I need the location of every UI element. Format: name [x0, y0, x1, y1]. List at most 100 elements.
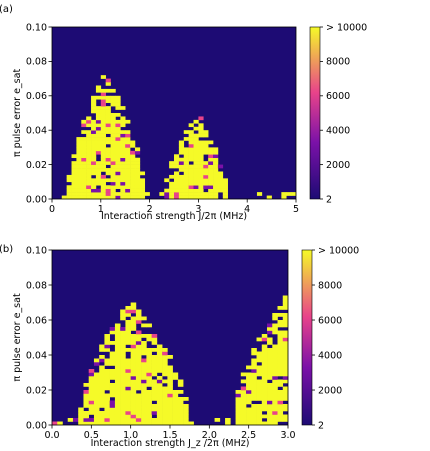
heatmap-cell: [86, 157, 92, 162]
heatmap-cell: [91, 99, 97, 103]
heatmap-cell: [267, 407, 273, 412]
heatmap-cell: [120, 344, 126, 349]
x-axis-label: Interaction strength J_z /2π (MHz): [91, 438, 250, 449]
heatmap-cell: [177, 407, 184, 412]
heatmap-cell: [267, 327, 273, 331]
heatmap-cell: [267, 358, 273, 363]
y-tick-label: 0.00: [26, 194, 47, 205]
heatmap-cell: [76, 157, 82, 162]
heatmap-cell: [261, 372, 268, 377]
y-tick-label: 0.02: [26, 385, 47, 396]
heatmap-cell: [120, 161, 126, 165]
heatmap-cell: [95, 192, 102, 196]
heatmap-cell: [115, 195, 121, 200]
heatmap-cell: [120, 309, 126, 314]
heatmap-cell: [105, 95, 111, 100]
heatmap-cell: [235, 400, 242, 405]
heatmap-cell: [272, 421, 278, 426]
heatmap-cell: [272, 358, 278, 363]
heatmap-cell: [188, 147, 194, 152]
heatmap-cell: [93, 414, 100, 419]
heatmap-cell: [110, 147, 116, 152]
heatmap-cell: [66, 174, 72, 179]
heatmap-cell: [100, 143, 106, 148]
heatmap-cell: [100, 88, 106, 93]
heatmap-cell: [130, 337, 137, 342]
heatmap-cell: [120, 355, 126, 359]
heatmap-cell: [115, 143, 121, 148]
heatmap-cell: [162, 351, 168, 356]
heatmap-cell: [188, 164, 194, 169]
heatmap-cell: [208, 185, 214, 189]
heatmap-cell: [203, 185, 209, 189]
heatmap-cell: [146, 355, 152, 359]
heatmap-cell: [120, 157, 126, 162]
heatmap-cell: [81, 123, 87, 128]
heatmap-cell: [110, 133, 116, 138]
heatmap-cell: [86, 147, 92, 152]
heatmap-cell: [135, 397, 142, 401]
colorbar-tick-label: 2000: [318, 385, 342, 396]
heatmap-cell: [76, 164, 82, 169]
heatmap-cell: [115, 171, 121, 176]
heatmap-cell: [125, 161, 131, 165]
y-axis-label: π pulse error e_sat: [12, 293, 23, 382]
heatmap-cell: [172, 400, 179, 405]
heatmap-cell: [125, 393, 131, 398]
heatmap-cell: [100, 195, 106, 200]
heatmap-cell: [240, 390, 247, 394]
heatmap-cell: [235, 390, 242, 394]
heatmap-cell: [91, 137, 97, 141]
heatmap-cell: [105, 82, 111, 86]
heatmap-cell: [125, 341, 131, 345]
heatmap-cell: [99, 421, 105, 426]
heatmap-cell: [95, 95, 102, 100]
heatmap-cell: [178, 195, 185, 200]
heatmap-cell: [246, 386, 252, 391]
heatmap-cell: [277, 344, 284, 349]
heatmap-cell: [135, 355, 142, 359]
heatmap-cell: [125, 178, 131, 183]
heatmap-cell: [76, 188, 82, 193]
heatmap-cell: [178, 185, 185, 189]
heatmap-cell: [109, 341, 116, 345]
heatmap-cell: [198, 192, 204, 196]
heatmap-cell: [86, 154, 92, 159]
heatmap-cell: [71, 178, 77, 183]
heatmap-cell: [203, 171, 209, 176]
heatmap-cell: [172, 414, 179, 419]
heatmap-cell: [156, 421, 163, 426]
heatmap-cell: [141, 379, 147, 384]
heatmap-cell: [177, 411, 184, 415]
heatmap-cell: [93, 358, 100, 363]
heatmap-cell: [86, 174, 92, 179]
heatmap-cell: [183, 195, 189, 200]
heatmap-cell: [256, 421, 263, 426]
heatmap-cell: [110, 137, 116, 141]
heatmap-cell: [109, 418, 116, 422]
heatmap-cell: [100, 168, 106, 172]
heatmap-cell: [125, 119, 131, 124]
heatmap-cell: [135, 411, 142, 415]
heatmap-cell: [120, 390, 126, 394]
heatmap-cell: [104, 386, 110, 391]
heatmap-cell: [99, 348, 105, 352]
heatmap-cell: [100, 133, 106, 138]
heatmap-cell: [251, 390, 257, 394]
heatmap-cell: [130, 140, 136, 145]
heatmap-cell: [114, 348, 121, 352]
heatmap-cell: [251, 421, 257, 426]
heatmap-cell: [110, 192, 116, 196]
heatmap-cell: [203, 140, 209, 145]
heatmap-cell: [71, 192, 77, 196]
heatmap-cell: [114, 369, 121, 373]
heatmap-cell: [120, 379, 126, 384]
heatmap-cell: [100, 157, 106, 162]
heatmap-cell: [135, 393, 142, 398]
heatmap-cell: [135, 369, 142, 373]
heatmap-cell: [193, 188, 199, 193]
heatmap-cell: [110, 116, 116, 121]
heatmap-cell: [151, 334, 158, 338]
heatmap-cell: [183, 397, 189, 401]
heatmap-cell: [135, 348, 142, 352]
